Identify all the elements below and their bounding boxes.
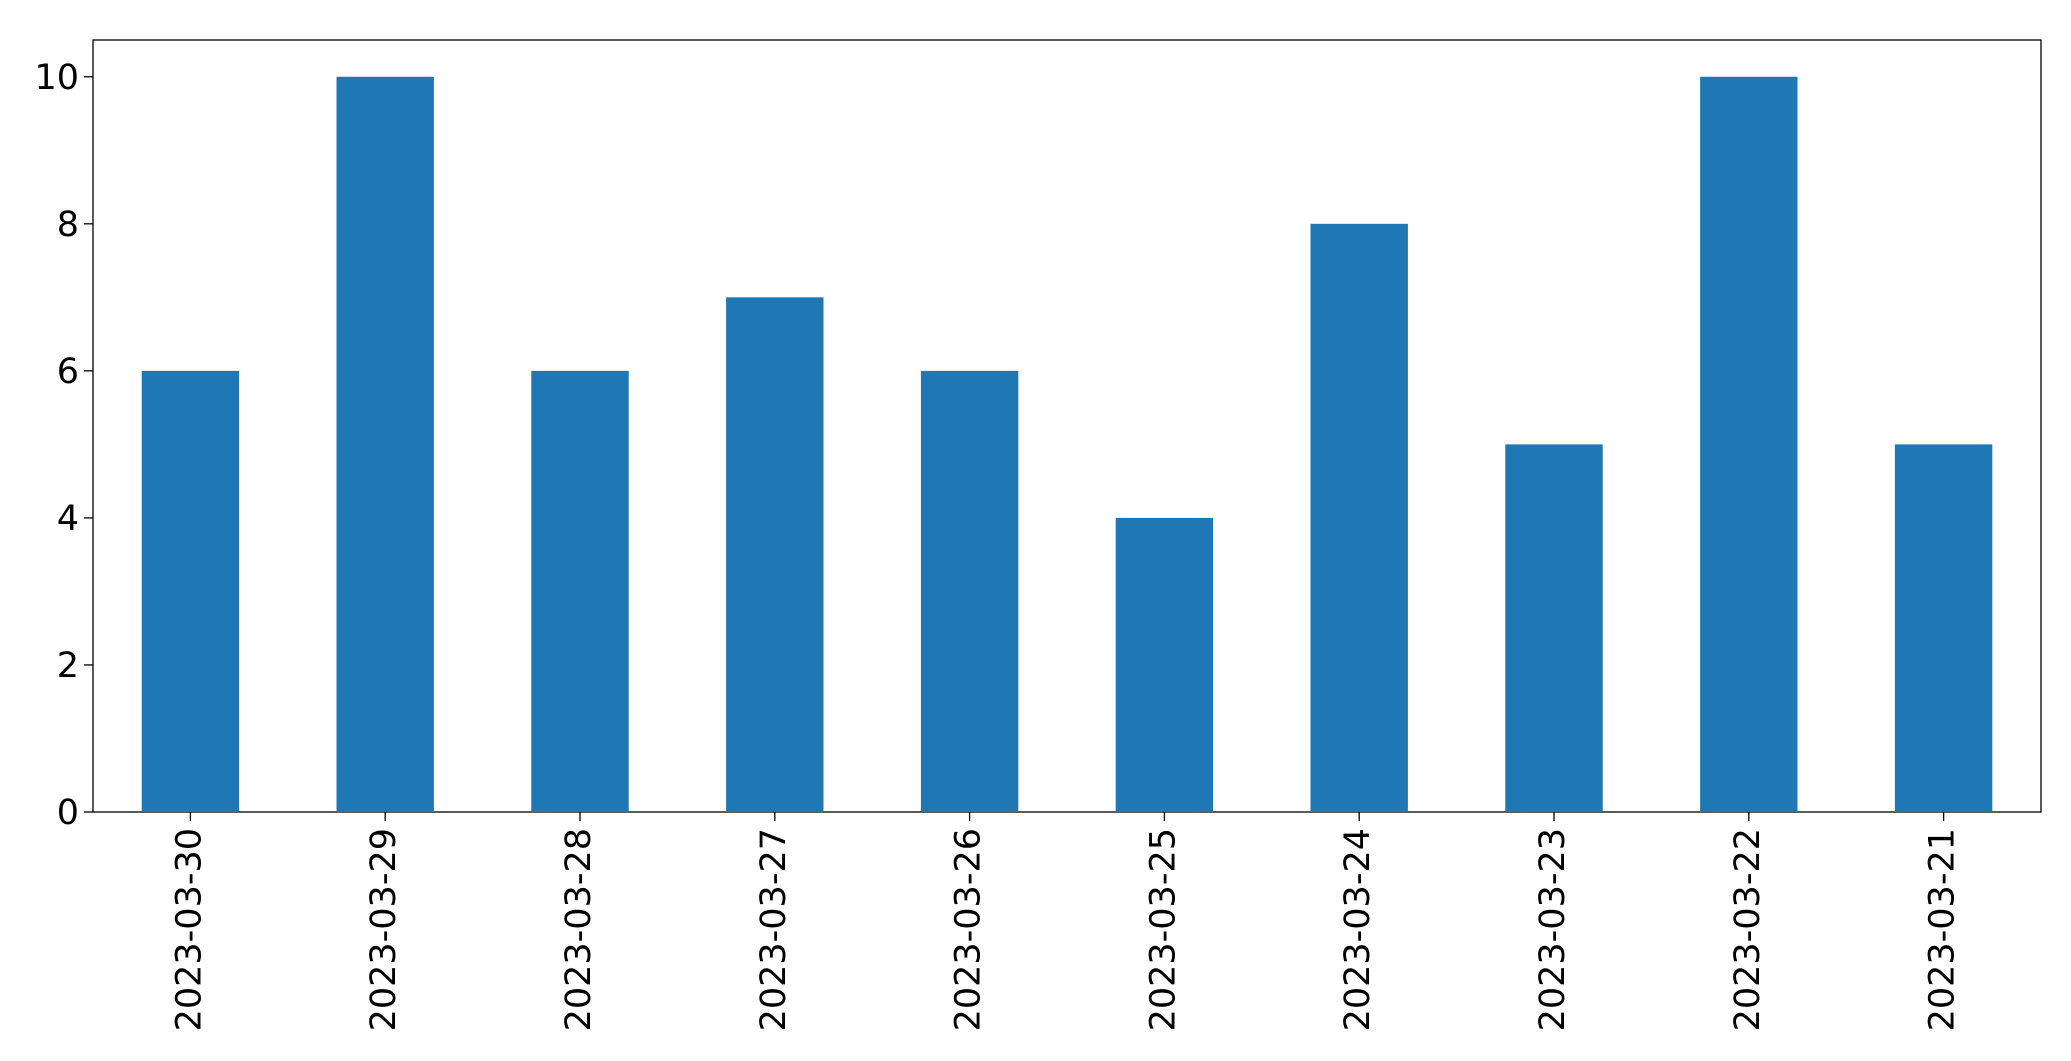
bar <box>1894 444 1993 812</box>
bar <box>1115 517 1214 812</box>
y-tick-label: 0 <box>57 793 79 833</box>
bar <box>726 297 824 812</box>
bar <box>1505 444 1603 812</box>
x-tick-label: 2023-03-28 <box>559 828 599 1031</box>
bar <box>336 76 434 812</box>
bar <box>141 370 240 812</box>
x-tick-label: 2023-03-30 <box>169 828 209 1031</box>
y-tick-label: 2 <box>57 646 79 686</box>
x-tick-label: 2023-03-21 <box>1923 828 1963 1031</box>
x-tick-label: 2023-03-25 <box>1143 828 1183 1031</box>
axes-frame <box>92 39 2042 813</box>
x-tick-label: 2023-03-23 <box>1533 828 1573 1031</box>
x-tick-label: 2023-03-27 <box>754 828 794 1031</box>
bar <box>1310 223 1408 813</box>
y-tick-label: 8 <box>57 205 79 245</box>
x-tick-label: 2023-03-29 <box>364 828 404 1031</box>
bar <box>1700 76 1798 812</box>
y-tick-label: 4 <box>57 499 79 539</box>
x-tick-label: 2023-03-26 <box>949 828 989 1031</box>
y-tick-label: 10 <box>34 58 79 98</box>
x-tick-label: 2023-03-24 <box>1338 828 1378 1031</box>
x-tick-label: 2023-03-22 <box>1728 828 1768 1031</box>
bar <box>920 370 1019 812</box>
y-tick-label: 6 <box>57 352 79 392</box>
bar <box>531 370 629 812</box>
